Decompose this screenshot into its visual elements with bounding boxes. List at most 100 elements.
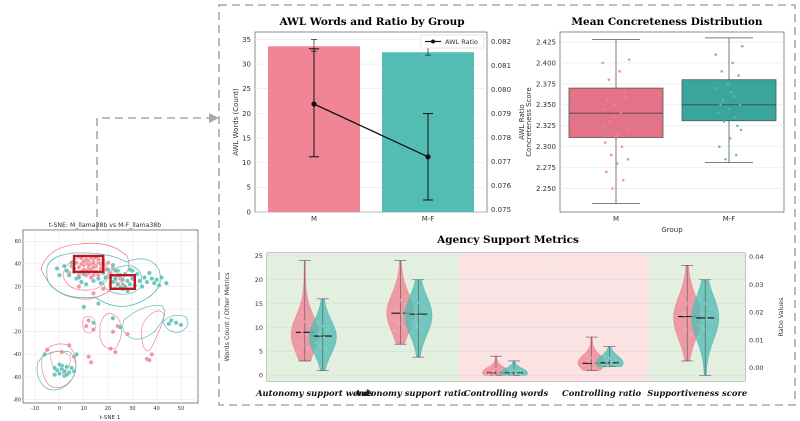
concreteness-point [739,128,743,132]
concreteness-point [606,99,609,102]
agency-violin-point [683,326,686,329]
agency-violin-point [413,310,416,313]
tsne-point-m [86,354,91,359]
awl-ratio-point [425,154,431,160]
agency-category-label: Supportiveness score [647,388,747,398]
agency-band [267,253,363,381]
agency-violin-point [689,333,693,337]
concreteness-point [738,103,742,107]
agency-violin-point [325,349,328,352]
agency-violin-point [700,311,703,315]
concreteness-point [614,137,618,140]
tsne-point-m [108,346,113,352]
agency-violin-point [415,325,419,328]
concreteness-point [608,120,612,123]
agency-y-tick: 25 [255,252,263,260]
tsne-y-tick: -40 [13,352,21,358]
agency-violin-point [324,347,327,350]
agency-violin-point [603,355,606,359]
agency-y-tick: 15 [255,300,263,308]
tsne-point-m-f [164,280,169,286]
tsne-point-m-f [149,276,155,281]
tsne-point-m-f [42,352,48,357]
concreteness-point [609,153,613,157]
agency-violin-point [401,324,405,328]
tsne-title: t-SNE: M_llama38b vs M-F_llama38b [49,222,161,229]
tsne-point-m-f [105,267,111,272]
tsne-point-m-f [83,281,89,287]
concreteness-y-tick: 2.250 [536,185,556,193]
tsne-grid [23,230,198,403]
awl-y-axis-label: AWL Words (Count) [232,88,240,156]
awl-chart: AWL Words and Ratio by Group 0 5 10 15 20 25 3… [232,16,526,223]
agency-violin-point [297,350,300,354]
agency-violin-point [704,302,707,305]
agency-violin-point [601,363,605,367]
concreteness-point [617,132,620,136]
awl-y2-tick: 0.081 [491,62,511,70]
tsne-point-m-f [91,320,96,326]
agency-violin-point [319,333,322,337]
agency-violin-point [320,345,323,348]
concreteness-point [733,116,737,119]
tsne-point-m [125,331,130,337]
concreteness-point [734,153,738,157]
agency-violin-point [396,309,399,313]
concreteness-y-tick: 2.275 [536,164,556,172]
awl-ratio-line [309,48,433,201]
agency-violin-point [306,346,309,349]
concreteness-point [732,95,736,98]
concreteness-point [721,99,725,102]
agency-violin-point [710,321,713,324]
awl-y-tick: 5 [247,184,251,192]
concreteness-point [716,111,720,115]
agency-violin-point [701,314,704,317]
agency-y2-tick: 0.02 [749,309,763,317]
agency-violin-point [583,364,587,367]
tsne-point-m-f [166,321,172,327]
concreteness-point [731,61,734,65]
tsne-point-m-f [66,272,72,278]
tsne-highlight-boxes [72,254,137,290]
agency-violin-point [324,337,327,341]
concreteness-point [601,124,605,128]
agency-violin-point [422,305,425,309]
tsne-point-m-f [173,320,179,326]
tsne-point-m [91,260,96,266]
tsne-x-tick: 40 [153,406,159,412]
tsne-point-m [66,342,72,348]
agency-violin-point [682,311,685,315]
agency-grid [267,255,745,376]
agency-violin-point [679,324,682,327]
tsne-point-m [83,323,89,329]
awl-y-tick: 30 [242,60,251,68]
agency-category-label: Controlling ratio [562,388,642,398]
concreteness-boxes [568,37,777,205]
concreteness-y-tick: 2.325 [536,122,556,130]
agency-violin-point [686,302,689,305]
concreteness-point [726,82,730,86]
tsne-point-m-f [120,277,126,283]
agency-violin-point [679,336,682,339]
agency-title: Agency Support Metrics [436,234,579,246]
tsne-point-m-f [71,368,77,374]
concreteness-point [740,44,744,48]
awl-y2-tick: 0.075 [491,206,511,214]
agency-violin-point [412,297,415,300]
tsne-highlight-box [72,254,105,274]
concreteness-box-m-f [681,79,777,122]
awl-y2-tick: 0.077 [491,158,511,166]
tsne-point-m-f [61,263,67,269]
agency-violin-point [395,307,398,311]
tsne-tick-labels: -10 0 10 20 30 40 50 60 40 20 0 -20 -40 -60 -80 [13,239,184,412]
awl-tick-labels: 0 5 10 15 20 25 30 35 0.075 0.076 0.077 0.078 0.079 0… [242,36,512,223]
tsne-point-m-f [168,318,174,323]
tsne-point-m-f [178,322,184,328]
tsne-y-tick: 40 [15,262,21,268]
agency-violin-point [594,367,597,371]
tsne-x-tick: 20 [105,406,111,412]
agency-violin-point [401,314,405,317]
concreteness-point [613,103,617,107]
tsne-x-axis-label: t-SNE 1 [100,415,121,421]
